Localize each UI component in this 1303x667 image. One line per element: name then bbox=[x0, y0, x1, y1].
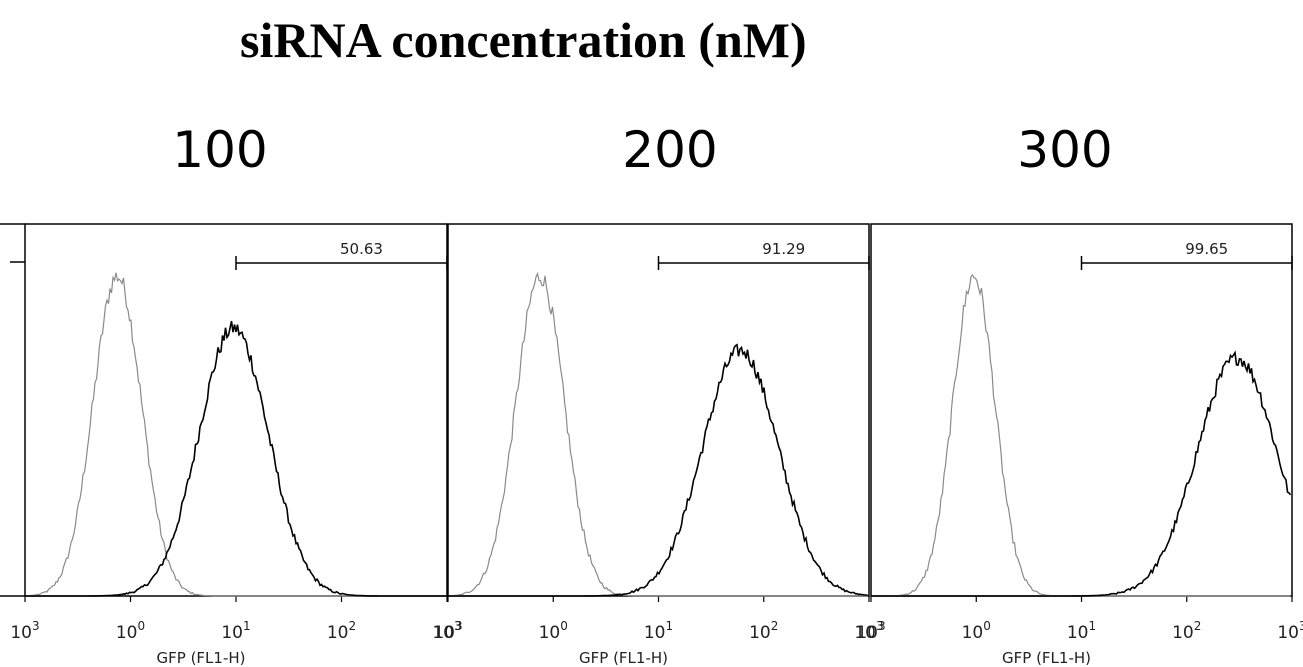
x-axis-label: GFP (FL1-H) bbox=[579, 649, 668, 667]
histogram-panel-2: 103 100 101 102 103 GFP (FL1-H) 91.29 bbox=[433, 223, 884, 667]
x-tick-label: 103 bbox=[433, 619, 462, 643]
x-axis-label: GFP (FL1-H) bbox=[1002, 649, 1091, 667]
x-tick-label: 103 bbox=[856, 619, 885, 643]
x-tick-label: 102 bbox=[1172, 619, 1201, 643]
histogram-panel-1: 103 100 101 102 103 GFP (FL1-H) 50.63 bbox=[10, 223, 462, 667]
x-tick-label: 101 bbox=[1067, 619, 1096, 643]
sirna-histogram-line bbox=[872, 350, 1292, 597]
control-histogram-line bbox=[26, 272, 446, 597]
x-tick-label: 101 bbox=[221, 619, 250, 643]
sirna-histogram-line bbox=[26, 320, 446, 597]
x-tick-label: 101 bbox=[644, 619, 673, 643]
concentration-label-300: 300 bbox=[1017, 121, 1113, 179]
x-tick-label: 103 bbox=[1277, 619, 1303, 643]
concentration-label-100: 100 bbox=[172, 121, 268, 179]
sirna-histogram-line bbox=[449, 343, 868, 597]
x-tick-label: 100 bbox=[539, 619, 568, 643]
concentration-label-200: 200 bbox=[622, 121, 718, 179]
gate-percent-label: 50.63 bbox=[340, 240, 383, 258]
x-tick-label: 103 bbox=[10, 619, 39, 643]
figure-title: siRNA concentration (nM) bbox=[240, 12, 807, 68]
panel-frame bbox=[24, 223, 448, 597]
histogram-panel-3: 103 100 101 102 103 GFP (FL1-H) 99.65 bbox=[856, 223, 1303, 667]
x-tick-label: 100 bbox=[116, 619, 145, 643]
x-axis-label: GFP (FL1-H) bbox=[157, 649, 246, 667]
gate-percent-label: 91.29 bbox=[762, 240, 805, 258]
x-tick-label: 102 bbox=[749, 619, 778, 643]
control-histogram-line bbox=[449, 272, 868, 597]
x-tick-label: 103 bbox=[854, 619, 883, 643]
x-tick-label: 100 bbox=[962, 619, 991, 643]
control-histogram-line bbox=[872, 273, 1291, 597]
gate-percent-label: 99.65 bbox=[1185, 240, 1228, 258]
x-tick-label: 103 bbox=[432, 619, 461, 643]
x-tick-label: 102 bbox=[327, 619, 356, 643]
